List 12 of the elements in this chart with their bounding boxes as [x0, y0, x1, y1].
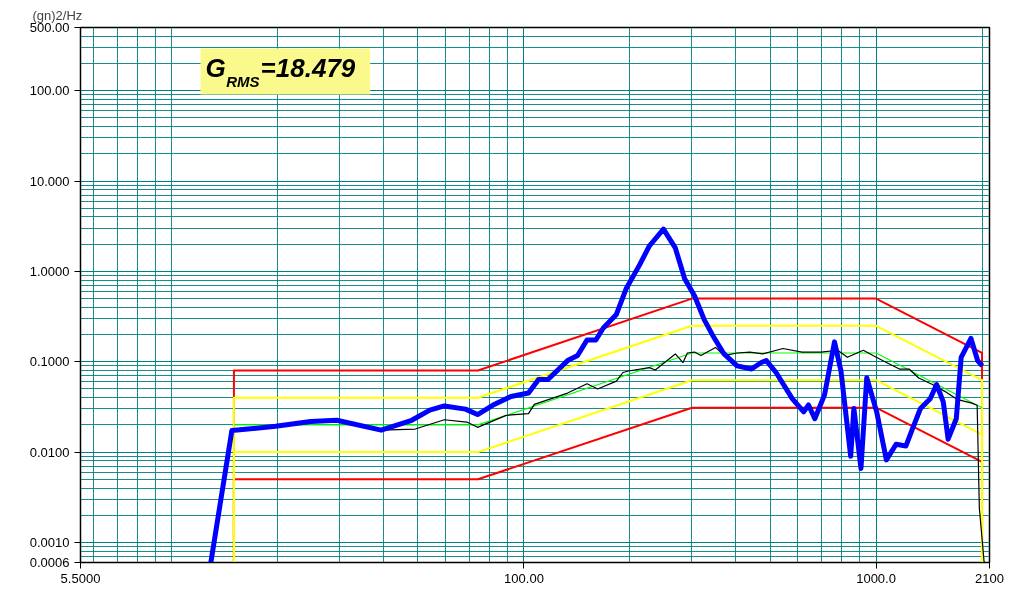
x-tick-label: 100.00	[504, 570, 544, 586]
y-tick-label: 0.0010	[29, 534, 70, 550]
y-tick-label: 0.0100	[29, 444, 70, 460]
y-tick-label: 0.1000	[29, 354, 70, 370]
y-tick-label: 100.00	[29, 83, 70, 99]
y-axis-title: (gn)2/Hz	[32, 7, 83, 23]
x-tick-label: 5.5000	[60, 570, 101, 586]
y-tick-label: 0.0006	[29, 555, 70, 570]
x-tick-label: 2100	[975, 570, 1004, 586]
x-tick-label: 1000.0	[856, 570, 896, 586]
y-tick-label: 1.0000	[29, 263, 70, 279]
y-tick-label: 10.000	[29, 173, 70, 189]
